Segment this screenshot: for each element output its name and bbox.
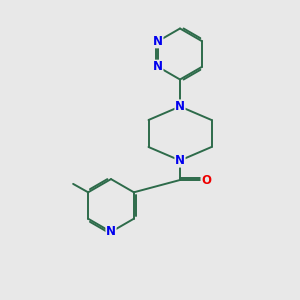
- Text: N: N: [106, 225, 116, 239]
- Text: N: N: [175, 100, 185, 113]
- Text: N: N: [153, 60, 163, 73]
- Text: N: N: [175, 154, 185, 167]
- Text: N: N: [153, 35, 163, 48]
- Text: O: O: [201, 173, 211, 187]
